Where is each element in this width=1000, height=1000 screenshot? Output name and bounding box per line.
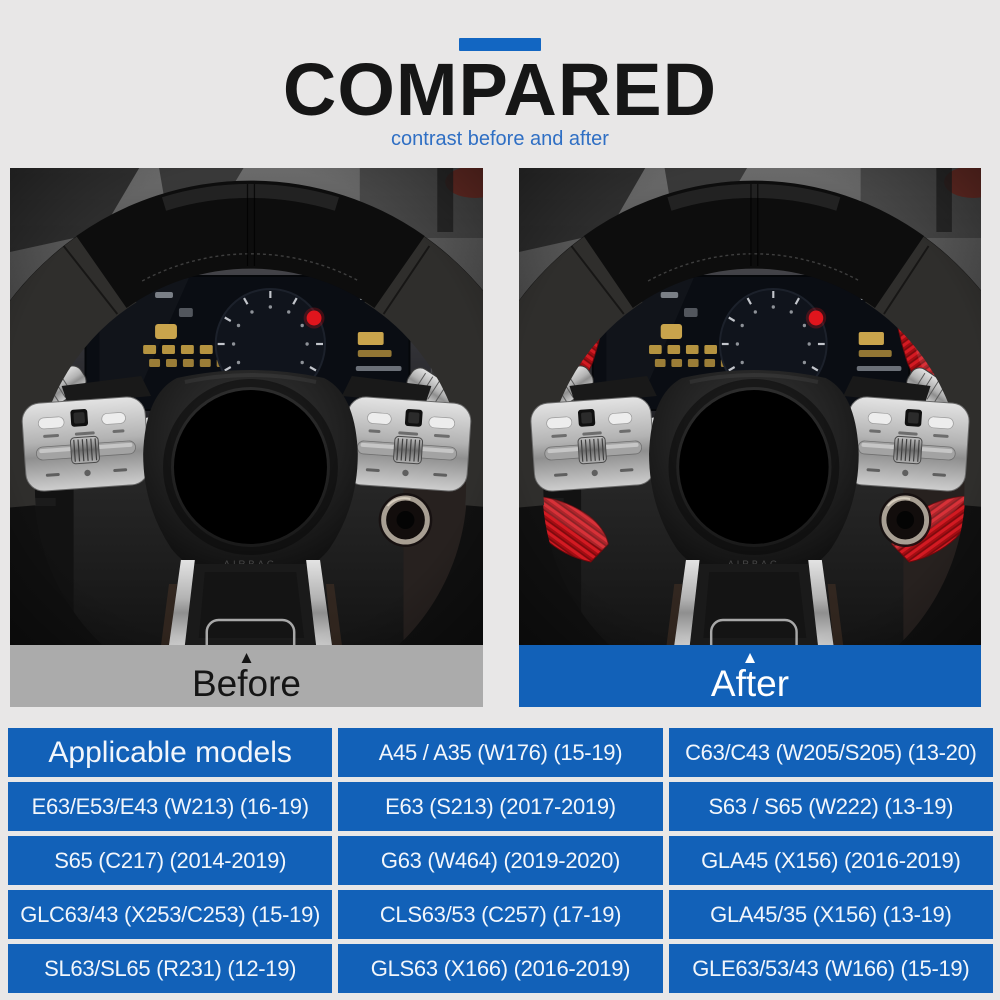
table-cell: GLA45/35 (X156) (13-19) — [668, 890, 993, 939]
page-subtitle: contrast before and after — [391, 128, 609, 151]
table-cell: SL63/SL65 (R231) (12-19) — [8, 944, 333, 993]
after-panel: − + AIRBAG — [519, 168, 981, 707]
after-photo: − + AIRBAG — [519, 168, 981, 645]
applicable-models-table: Applicable models A45 / A35 (W176) (15-1… — [8, 728, 993, 993]
after-label: After — [710, 663, 790, 705]
up-arrow-icon: ▲ — [238, 647, 255, 667]
table-cell: C63/C43 (W205/S205) (13-20) — [668, 728, 993, 777]
before-label-bar: ▲ Before — [10, 645, 483, 707]
accent-bar — [459, 38, 541, 51]
table-cell: GLC63/43 (X253/C253) (15-19) — [8, 890, 333, 939]
table-cell: S63 / S65 (W222) (13-19) — [668, 782, 993, 831]
header: COMPARED contrast before and after — [0, 0, 1000, 151]
table-cell: G63 (W464) (2019-2020) — [338, 836, 663, 885]
after-label-bar: ▲ After — [519, 645, 981, 707]
table-cell: GLE63/53/43 (W166) (15-19) — [668, 944, 993, 993]
up-arrow-icon: ▲ — [741, 647, 759, 667]
table-header-cell: Applicable models — [8, 728, 333, 777]
table-cell: E63 (S213) (2017-2019) — [338, 782, 663, 831]
table-cell: CLS63/53 (C257) (17-19) — [338, 890, 663, 939]
table-cell: A45 / A35 (W176) (15-19) — [338, 728, 663, 777]
comparison-section: AIRBAG ▲ Before — [0, 168, 1000, 708]
before-photo: AIRBAG — [10, 168, 483, 645]
table-cell: E63/E53/E43 (W213) (16-19) — [8, 782, 333, 831]
page-title: COMPARED — [282, 48, 718, 131]
before-panel: AIRBAG ▲ Before — [10, 168, 483, 707]
table-cell: GLA45 (X156) (2016-2019) — [668, 836, 993, 885]
table-cell: S65 (C217) (2014-2019) — [8, 836, 333, 885]
before-label: Before — [191, 663, 301, 705]
table-cell: GLS63 (X166) (2016-2019) — [338, 944, 663, 993]
